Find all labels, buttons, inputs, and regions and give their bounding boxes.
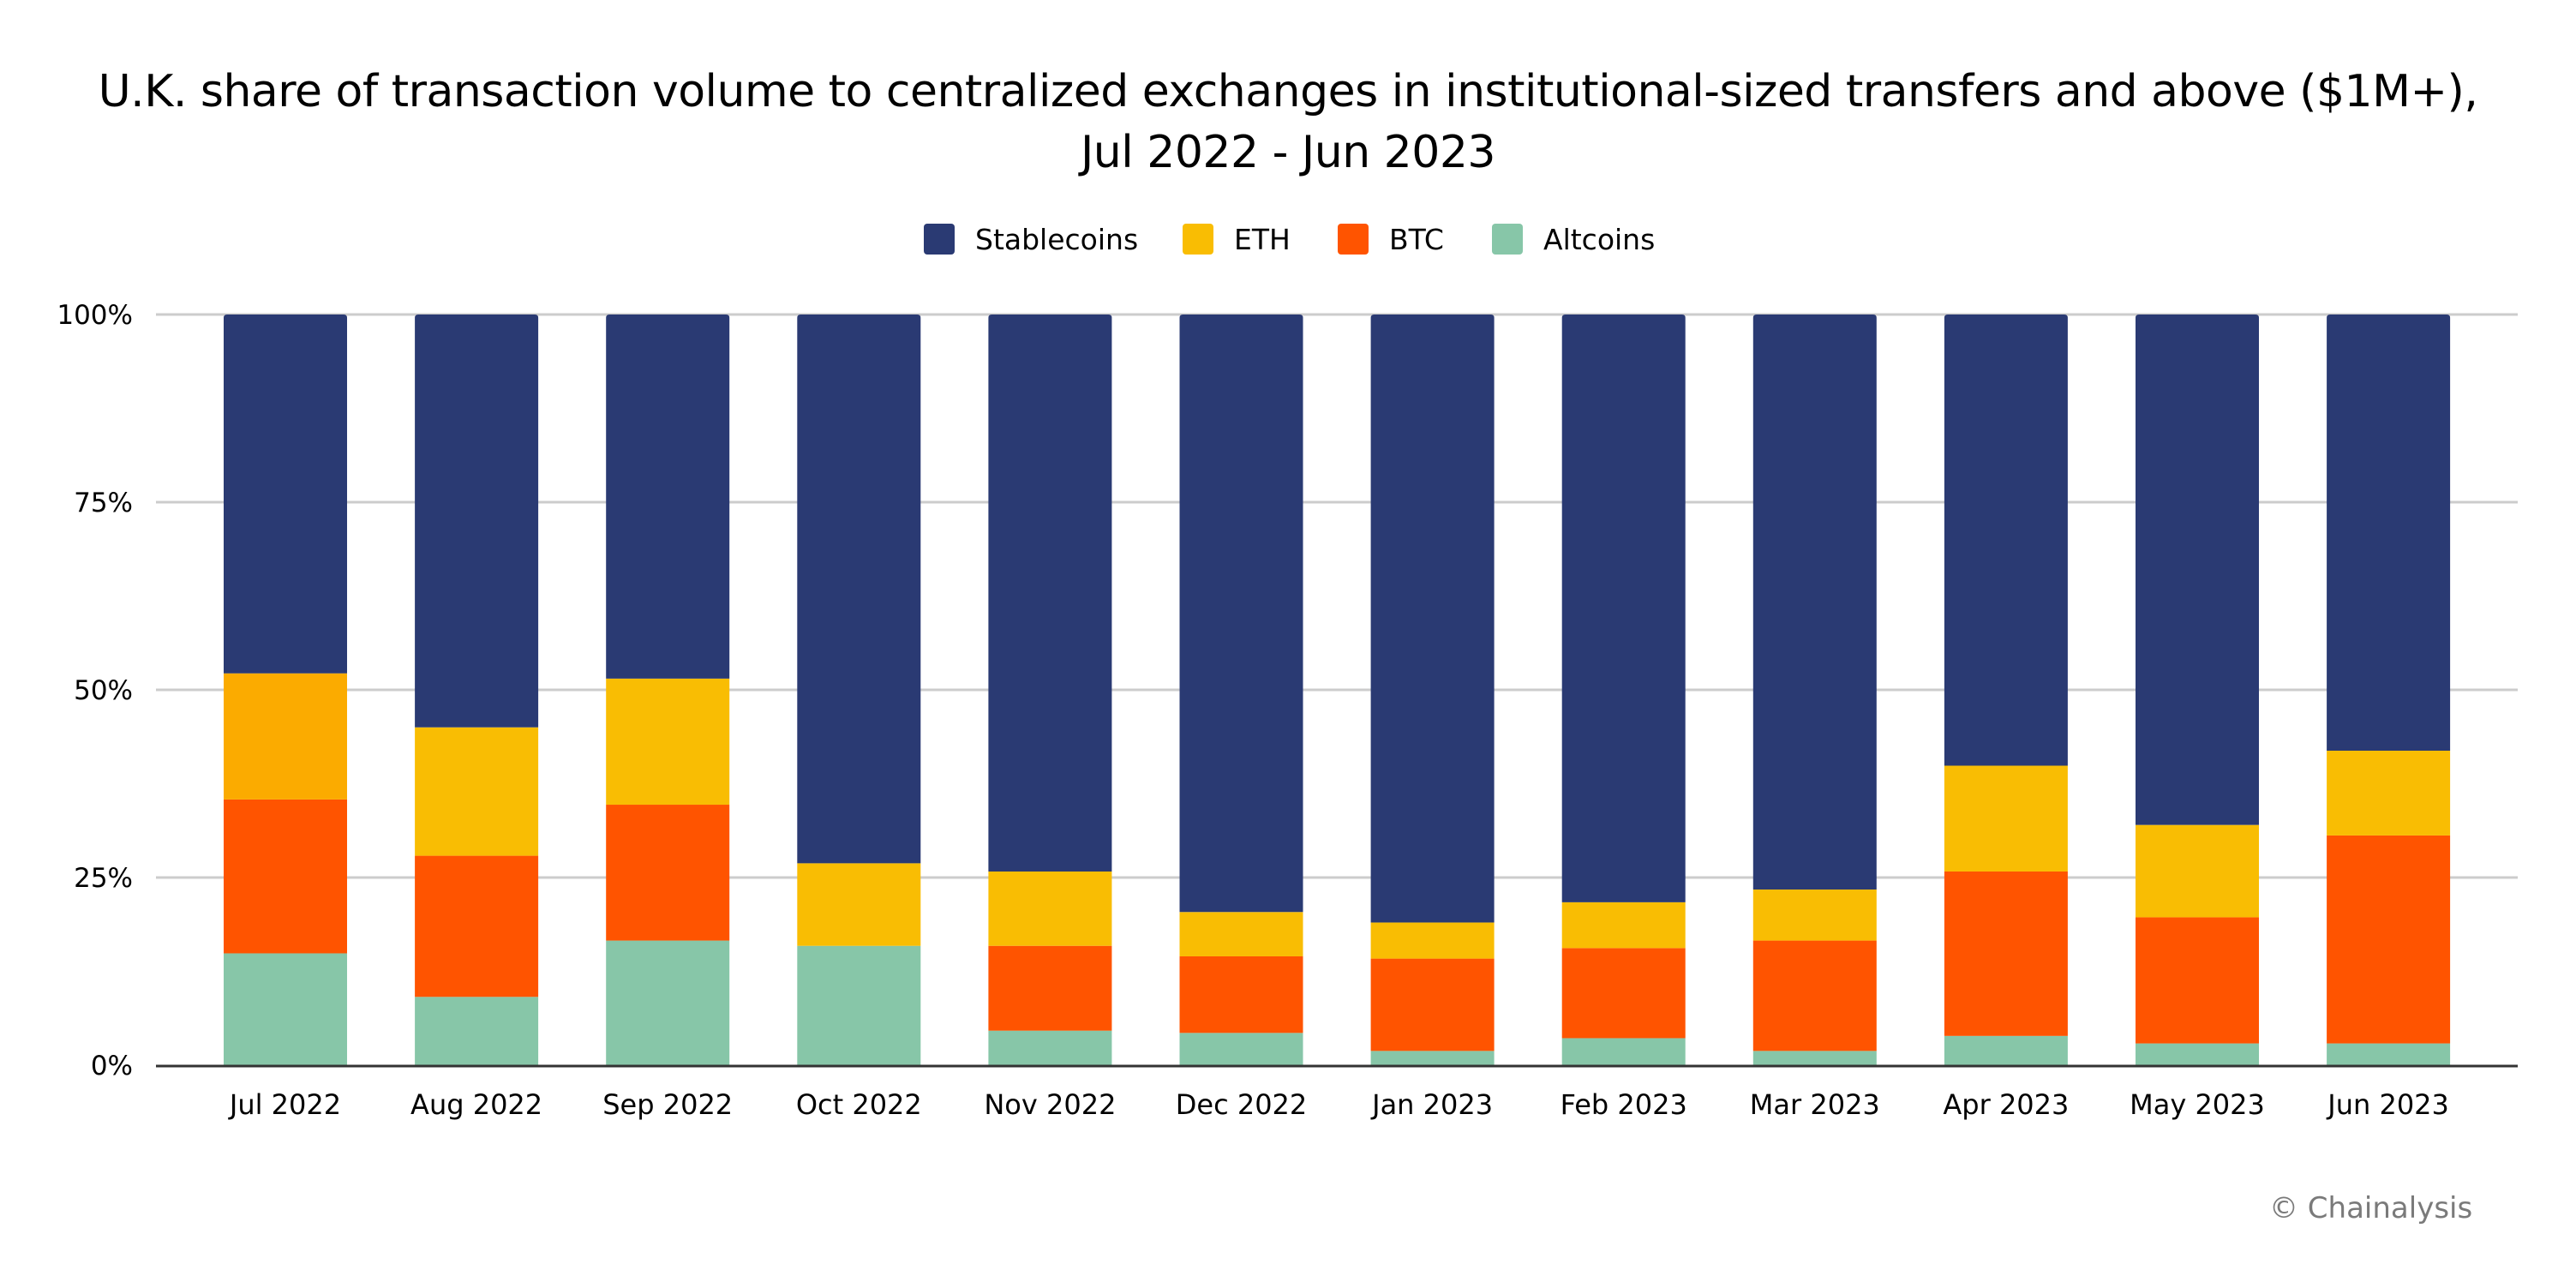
bar-segment-altcoins xyxy=(1179,1033,1303,1065)
legend-label: Stablecoins xyxy=(975,222,1139,256)
legend-item-stablecoins: Stablecoins xyxy=(924,221,1138,257)
y-tick-label: 25% xyxy=(74,863,133,894)
bar-stack xyxy=(606,315,730,1065)
legend-item-altcoins: Altcoins xyxy=(1492,221,1655,257)
y-tick-label: 0% xyxy=(91,1051,133,1081)
chainalysis-credit: © Chainalysis xyxy=(2269,1191,2473,1225)
bar-segment-eth xyxy=(797,863,921,946)
bar-segment-stablecoins xyxy=(1944,315,2068,766)
bar-segment-btc xyxy=(1179,955,1303,1033)
bar-segment-altcoins xyxy=(1752,1051,1877,1065)
x-tick-label: May 2023 xyxy=(2130,1088,2265,1121)
x-tick-label: Nov 2022 xyxy=(984,1088,1116,1121)
x-tick-label: Aug 2022 xyxy=(410,1088,542,1121)
bar-stack xyxy=(2136,315,2259,1065)
bar-segment-btc xyxy=(1944,871,2068,1036)
bar-segment-eth xyxy=(2327,750,2451,836)
bar-segment-altcoins xyxy=(606,940,730,1065)
x-tick-label: Oct 2022 xyxy=(796,1088,922,1121)
bar-segment-btc xyxy=(606,805,730,941)
legend-swatch-stablecoins xyxy=(924,224,955,255)
bar-segment-btc xyxy=(988,945,1112,1031)
legend-item-btc: BTC xyxy=(1338,221,1444,257)
bar-segment-btc xyxy=(1561,948,1686,1039)
bar-segment-stablecoins xyxy=(2327,315,2451,751)
bar-stack xyxy=(415,315,539,1065)
bar-segment-stablecoins xyxy=(2136,315,2259,825)
bar-segment-eth xyxy=(1370,922,1495,959)
legend-swatch-altcoins xyxy=(1492,224,1523,255)
x-tick-label: Sep 2022 xyxy=(602,1088,733,1121)
legend-label: Altcoins xyxy=(1543,222,1656,256)
bar-stack xyxy=(2327,315,2451,1065)
bar-segment-eth xyxy=(1561,902,1686,949)
bar-segment-stablecoins xyxy=(1370,315,1495,923)
bar-stack xyxy=(224,315,347,1065)
chart-title: U.K. share of transaction volume to cent… xyxy=(98,66,2478,117)
legend: Stablecoins ETH BTC Altcoins xyxy=(0,221,2576,257)
legend-swatch-btc xyxy=(1338,224,1369,255)
bar-segment-stablecoins xyxy=(606,315,730,679)
legend-label: ETH xyxy=(1234,222,1291,256)
bar-segment-stablecoins xyxy=(224,315,347,674)
bar-segment-btc xyxy=(2136,917,2259,1044)
bar-segment-stablecoins xyxy=(1561,315,1686,902)
bar-segment-eth xyxy=(1752,890,1877,941)
bar-stack xyxy=(797,315,921,1065)
bar-segment-stablecoins xyxy=(1179,315,1303,913)
bar-stack xyxy=(1561,315,1686,1065)
bar-stack xyxy=(1179,315,1303,1065)
bar-segment-eth xyxy=(988,871,1112,946)
bar-segment-stablecoins xyxy=(415,315,539,728)
gridlines xyxy=(156,313,2518,879)
x-tick-label: Dec 2022 xyxy=(1176,1088,1308,1121)
x-axis-ticks: Jul 2022 Aug 2022 Sep 2022 Oct 2022 Nov 2022… xyxy=(228,1088,2449,1121)
y-tick-label: 50% xyxy=(74,675,133,706)
bar-segment-altcoins xyxy=(2136,1043,2259,1065)
x-tick-label: Jun 2023 xyxy=(2326,1088,2449,1121)
y-axis-ticks: 0% 25% 50% 75% 100% xyxy=(57,300,133,1081)
bars xyxy=(224,315,2451,1065)
bar-segment-btc xyxy=(224,799,347,954)
bar-segment-eth xyxy=(415,727,539,856)
x-tick-label: Mar 2023 xyxy=(1750,1088,1880,1121)
bar-segment-altcoins xyxy=(2327,1043,2451,1065)
y-tick-label: 100% xyxy=(57,300,133,331)
bar-segment-altcoins xyxy=(797,945,921,1065)
legend-item-eth: ETH xyxy=(1183,221,1291,257)
bar-segment-altcoins xyxy=(988,1030,1112,1065)
bar-segment-altcoins xyxy=(1561,1038,1686,1065)
bar-segment-stablecoins xyxy=(988,315,1112,872)
bar-segment-eth xyxy=(1179,912,1303,956)
bar-stack xyxy=(1370,315,1495,1065)
bar-stack xyxy=(1752,315,1877,1065)
bar-segment-eth xyxy=(224,673,347,800)
bar-segment-btc xyxy=(1370,958,1495,1051)
bar-segment-btc xyxy=(415,855,539,997)
bar-segment-altcoins xyxy=(224,953,347,1065)
bar-segment-altcoins xyxy=(1944,1035,2068,1065)
legend-label: BTC xyxy=(1389,222,1444,256)
bar-segment-stablecoins xyxy=(1752,315,1877,890)
bar-stack xyxy=(988,315,1112,1065)
bar-segment-eth xyxy=(1944,765,2068,872)
x-tick-label: Jan 2023 xyxy=(1370,1088,1493,1121)
x-tick-label: Feb 2023 xyxy=(1561,1088,1687,1121)
chart-subtitle: Jul 2022 - Jun 2023 xyxy=(1080,127,1496,178)
bar-segment-eth xyxy=(2136,824,2259,918)
bar-stack xyxy=(1944,315,2068,1065)
bar-segment-btc xyxy=(1752,940,1877,1051)
bar-segment-altcoins xyxy=(415,997,539,1065)
bar-segment-altcoins xyxy=(1370,1051,1495,1065)
x-tick-label: Jul 2022 xyxy=(228,1088,341,1121)
bar-segment-stablecoins xyxy=(797,315,921,864)
bar-segment-eth xyxy=(606,678,730,806)
y-tick-label: 75% xyxy=(74,488,133,518)
x-tick-label: Apr 2023 xyxy=(1943,1088,2069,1121)
bar-segment-btc xyxy=(2327,835,2451,1044)
legend-swatch-eth xyxy=(1183,224,1213,255)
